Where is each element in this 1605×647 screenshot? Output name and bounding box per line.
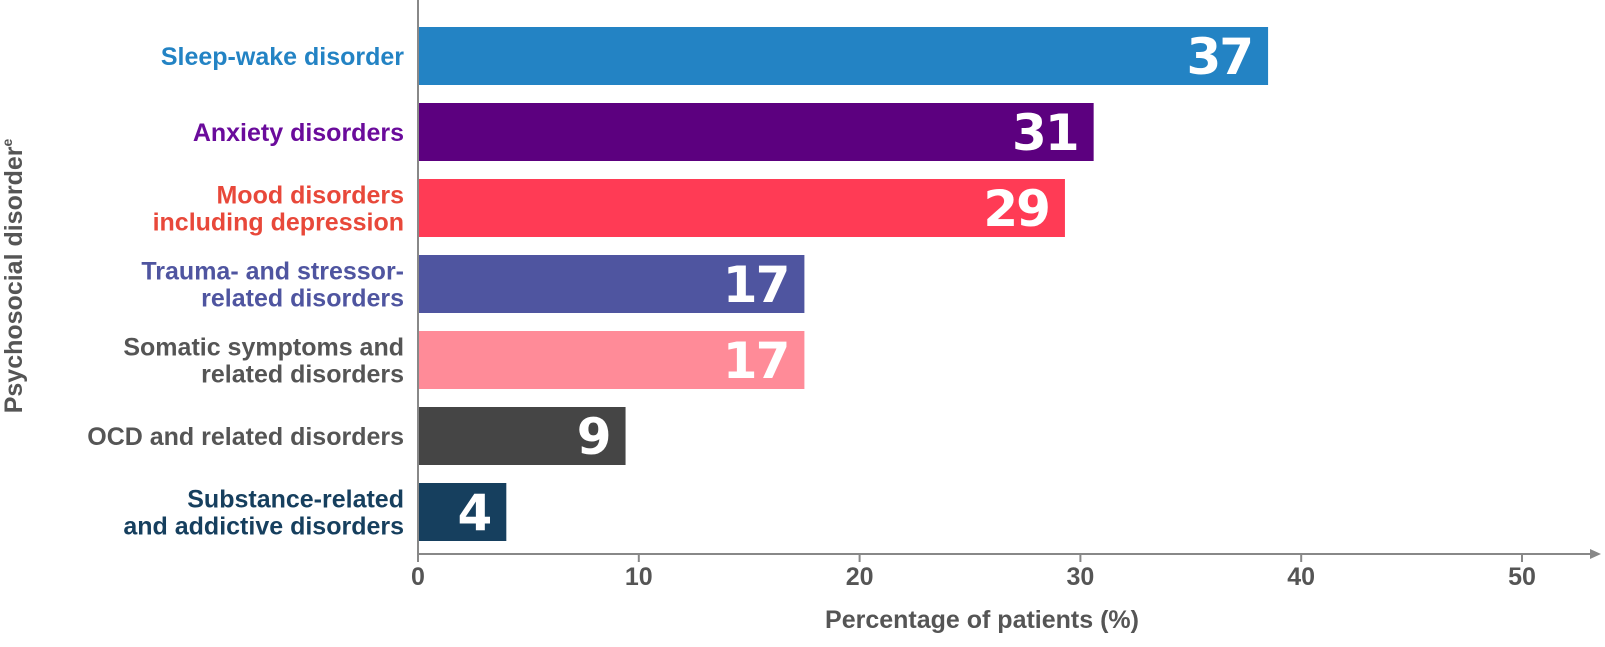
category-label-line: including depression bbox=[153, 209, 404, 237]
y-axis-title: Psychosocial disordere bbox=[0, 139, 28, 414]
bar bbox=[418, 27, 1269, 85]
category-labels: Sleep-wake disorder Anxiety disorders Mood… bbox=[87, 43, 404, 541]
bars-layer: 37 31 29 17 17 9 4 bbox=[418, 27, 1269, 542]
bar-value-label: 17 bbox=[723, 256, 789, 314]
x-tick-label: 50 bbox=[1508, 563, 1536, 591]
x-tick-label: 0 bbox=[411, 563, 425, 591]
category-label: Substance-related and addictive disorders bbox=[123, 486, 404, 541]
category-label: Sleep-wake disorder bbox=[161, 43, 404, 71]
bar bbox=[418, 255, 805, 313]
bar bbox=[418, 331, 805, 389]
bar bbox=[418, 483, 507, 541]
x-tick-label: 20 bbox=[846, 563, 874, 591]
category-label: Mood disorders including depression bbox=[153, 182, 404, 237]
bar-value-label: 37 bbox=[1186, 28, 1252, 86]
bar-value-label: 31 bbox=[1012, 104, 1078, 162]
bar bbox=[418, 179, 1065, 237]
category-label-line: Mood disorders bbox=[216, 182, 404, 210]
x-axis-arrow bbox=[1590, 549, 1601, 559]
category-label: Trauma- and stressor-related disorders bbox=[141, 258, 404, 313]
category-label-line: related disorders bbox=[201, 361, 404, 389]
y-axis-title-superscript: e bbox=[0, 139, 15, 147]
bar bbox=[418, 407, 626, 465]
x-axis-title: Percentage of patients (%) bbox=[825, 606, 1139, 634]
bar-value-label: 17 bbox=[723, 332, 789, 390]
bar-value-label: 29 bbox=[983, 180, 1049, 238]
x-tick-label: 10 bbox=[625, 563, 653, 591]
category-label-line: OCD and related disorders bbox=[87, 423, 404, 451]
category-label-line: related disorders bbox=[201, 285, 404, 313]
category-label-line: Anxiety disorders bbox=[193, 119, 404, 147]
category-label-line: and addictive disorders bbox=[123, 513, 404, 541]
category-label-line: Trauma- and stressor- bbox=[141, 258, 404, 286]
x-tick-label: 30 bbox=[1066, 563, 1094, 591]
category-label-line: Sleep-wake disorder bbox=[161, 43, 404, 71]
category-label: Somatic symptoms and related disorders bbox=[123, 334, 404, 389]
category-label-line: Somatic symptoms and bbox=[123, 334, 404, 362]
bar-value-label: 4 bbox=[458, 484, 491, 542]
axes: 0 10 20 30 40 50 bbox=[411, 0, 1601, 591]
category-label: Anxiety disorders bbox=[193, 119, 404, 147]
x-tick-label: 40 bbox=[1287, 563, 1315, 591]
bar bbox=[418, 103, 1094, 161]
category-label-line: Substance-related bbox=[187, 486, 404, 514]
bar-value-label: 9 bbox=[577, 408, 610, 466]
category-label: OCD and related disorders bbox=[87, 423, 404, 451]
y-axis-title-text: Psychosocial disorder bbox=[0, 146, 28, 413]
